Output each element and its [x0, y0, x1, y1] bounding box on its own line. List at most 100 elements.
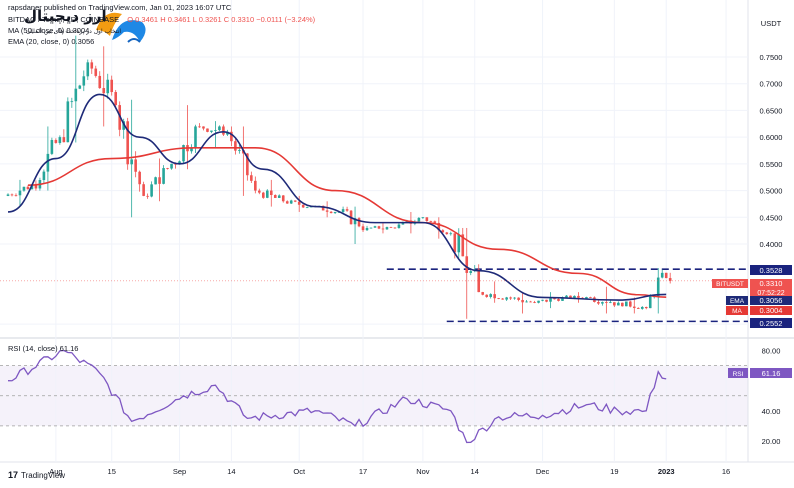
candle [218, 125, 221, 131]
candle [98, 71, 102, 89]
candle [629, 300, 632, 308]
candle [265, 189, 269, 199]
candle [154, 176, 157, 185]
resistance-badge: 0.3528 [750, 265, 792, 275]
ma-legend: MA (50, close, 0) 0.3004 [8, 26, 90, 35]
last-price-value: 0.3310 [760, 279, 783, 288]
candle [425, 217, 429, 222]
candle [86, 59, 90, 81]
candle [589, 296, 592, 298]
candle [529, 300, 532, 303]
candle [202, 126, 205, 131]
candle [42, 169, 46, 183]
candle [509, 296, 512, 301]
candle [150, 181, 153, 198]
rsi-badge-value: 61.16 [762, 369, 781, 378]
candle [258, 188, 261, 195]
rsi-tick-label: 20.00 [762, 437, 781, 446]
candle [465, 227, 469, 319]
candle [281, 195, 285, 203]
candle [198, 123, 201, 128]
candle [26, 185, 30, 190]
candle [325, 201, 329, 218]
tradingview-icon: 17 [8, 470, 19, 480]
candle [74, 35, 78, 143]
candle [106, 73, 110, 99]
symbol-ohlc-line: BITDAO / Tether, 1D, COINBASE O 0.3461 H… [8, 15, 315, 24]
candle [353, 206, 357, 244]
candle [609, 300, 612, 304]
candle [94, 65, 98, 78]
candle [656, 268, 660, 314]
candlestick-series [6, 35, 672, 319]
candle [660, 269, 664, 279]
rsi-line [7, 349, 667, 444]
candle [441, 229, 445, 233]
candle [381, 222, 385, 234]
candle [513, 297, 516, 300]
candle [238, 144, 241, 154]
currency-label: USDT [761, 19, 782, 28]
candle [214, 121, 217, 148]
tradingview-logo: 17 TradingView [8, 470, 65, 480]
support-resistance-lines [386, 268, 748, 323]
candle [66, 97, 70, 143]
candle [126, 117, 129, 170]
candle [393, 227, 397, 229]
support-badge: 0.2552 [750, 318, 792, 328]
candle [162, 165, 165, 185]
candle [293, 200, 297, 203]
candle [621, 302, 624, 307]
candle [377, 225, 381, 230]
time-tick-label: 17 [359, 467, 367, 476]
candle [6, 193, 10, 197]
candle [644, 306, 648, 310]
candle [50, 137, 54, 156]
candle [210, 130, 213, 134]
candle [445, 231, 449, 235]
candle [206, 128, 209, 133]
time-tick-label: Dec [536, 467, 550, 476]
ema-badge: EMA 0.3056 [726, 296, 792, 305]
candle [373, 225, 377, 228]
candle [10, 193, 14, 197]
candle [636, 307, 640, 309]
candle [90, 59, 94, 74]
ma-badge-value: 0.3004 [760, 306, 783, 315]
candle [449, 231, 453, 236]
candle [130, 99, 133, 218]
candle [146, 193, 149, 199]
ma-badge-label: MA [732, 308, 742, 315]
time-tick-label: Sep [173, 467, 186, 476]
candle [222, 124, 225, 137]
time-tick-label: 15 [108, 467, 116, 476]
watermark-logo-icon [96, 12, 146, 43]
candle [269, 179, 273, 207]
candle [138, 170, 141, 192]
candle [102, 46, 106, 127]
candle [341, 206, 345, 214]
support-value: 0.2552 [760, 319, 783, 328]
candle [58, 135, 62, 145]
candle [417, 217, 421, 222]
candle [437, 217, 441, 239]
candle [577, 292, 580, 303]
time-axis-ticks: Aug 15 Sep 14 Oct 17 Nov 14 Dec 19 2023 16 [49, 467, 730, 476]
ma-badge: MA 0.3004 [726, 306, 792, 315]
candle [285, 200, 289, 204]
rsi-band-lines [0, 365, 748, 427]
price-tick-label: 0.6500 [760, 106, 783, 115]
watermark-tagline: انتخاب اول در پرداخت های بین المللی [26, 28, 122, 35]
candle [668, 272, 672, 284]
candle [357, 217, 361, 228]
price-tick-label: 0.6000 [760, 133, 783, 142]
grid-lines [0, 0, 748, 462]
candle [632, 297, 636, 314]
candle [485, 294, 488, 298]
watermark-brand: ارز دیجیتال [24, 7, 107, 25]
price-tick-label: 0.4500 [760, 213, 783, 222]
candle [429, 220, 433, 223]
price-tick-label: 0.5500 [760, 160, 783, 169]
candle [277, 194, 281, 199]
